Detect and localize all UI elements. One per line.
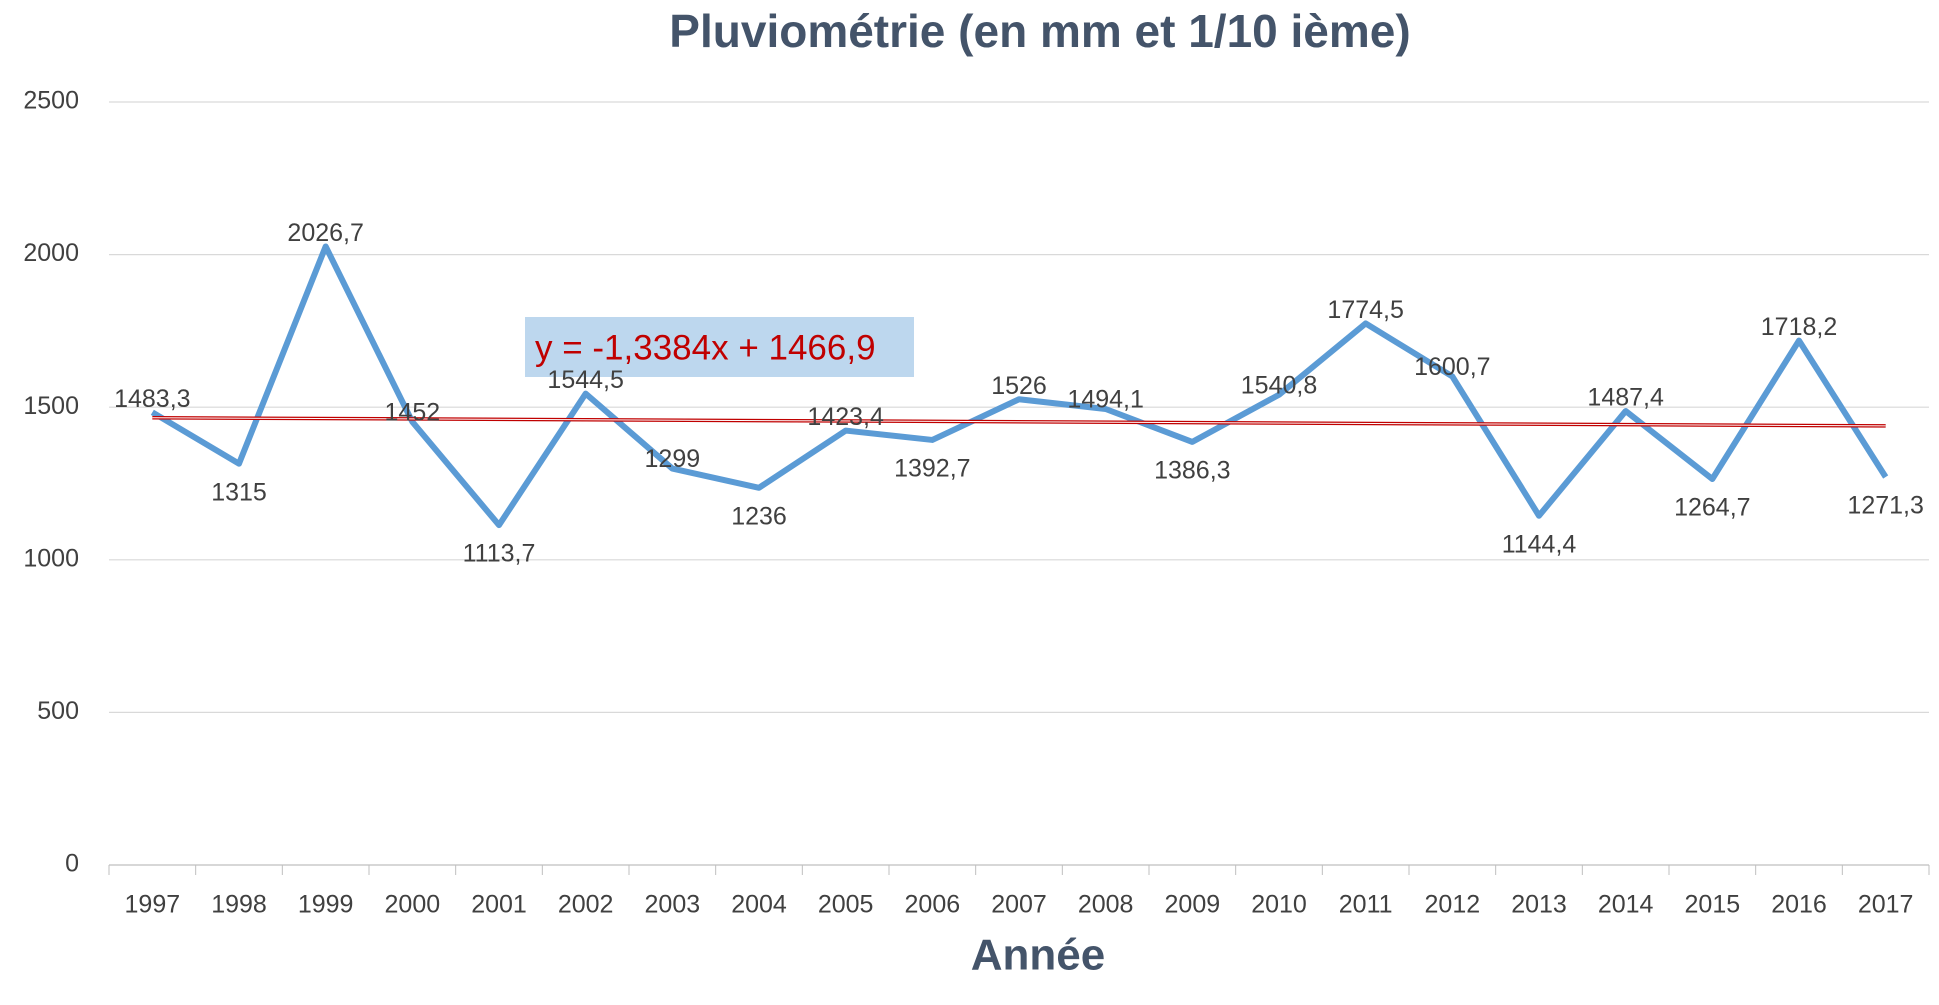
x-tick-label: 2015 bbox=[1685, 891, 1741, 919]
data-label: 1113,7 bbox=[463, 540, 536, 568]
data-label: 1544,5 bbox=[547, 366, 623, 394]
data-label: 1526 bbox=[991, 372, 1047, 400]
y-tick-label: 0 bbox=[65, 850, 79, 878]
x-tick-label: 2000 bbox=[385, 891, 441, 919]
x-tick-label: 2003 bbox=[645, 891, 701, 919]
data-label: 1386,3 bbox=[1154, 457, 1230, 485]
x-axis-label: Année bbox=[971, 931, 1105, 980]
y-tick-label: 2500 bbox=[23, 87, 79, 115]
data-label: 1144,4 bbox=[1502, 530, 1577, 558]
data-label: 1423,4 bbox=[807, 403, 884, 431]
data-label: 1236 bbox=[731, 502, 787, 530]
x-tick-label: 2009 bbox=[1165, 891, 1221, 919]
x-tick-label: 2016 bbox=[1771, 891, 1827, 919]
data-label: 1392,7 bbox=[894, 455, 970, 483]
data-label: 1271,3 bbox=[1847, 492, 1923, 520]
x-tick-label: 2017 bbox=[1858, 891, 1914, 919]
data-label: 1494,1 bbox=[1067, 386, 1143, 414]
trend-label: y = -1,3384x + 1466,9 bbox=[535, 328, 876, 367]
data-label: 1774,5 bbox=[1327, 296, 1403, 324]
y-tick-label: 1000 bbox=[23, 544, 79, 572]
trend-label-box bbox=[525, 317, 914, 377]
x-tick-label: 2001 bbox=[471, 891, 527, 919]
y-tick-label: 1500 bbox=[23, 392, 79, 420]
trendline-inner bbox=[152, 417, 1886, 427]
x-tick-label: 2008 bbox=[1078, 891, 1134, 919]
x-tick-label: 2011 bbox=[1339, 891, 1393, 919]
x-tick-label: 1997 bbox=[125, 891, 181, 919]
data-label: 1487,4 bbox=[1587, 384, 1664, 412]
data-label: 1264,7 bbox=[1674, 494, 1750, 522]
y-tick-label: 2000 bbox=[23, 239, 79, 267]
data-label: 1483,3 bbox=[114, 385, 190, 413]
data-label: 2026,7 bbox=[287, 219, 363, 247]
x-tick-label: 2012 bbox=[1425, 891, 1481, 919]
x-tick-label: 2006 bbox=[905, 891, 961, 919]
chart-title: Pluviométrie (en mm et 1/10 ième) bbox=[669, 5, 1410, 57]
x-tick-label: 2010 bbox=[1251, 891, 1307, 919]
x-tick-label: 2014 bbox=[1598, 891, 1654, 919]
data-label: 1452 bbox=[385, 398, 441, 426]
x-tick-label: 2013 bbox=[1511, 891, 1567, 919]
data-label: 1315 bbox=[211, 478, 267, 506]
data-label: 1540,8 bbox=[1241, 371, 1317, 399]
data-line bbox=[150, 243, 1889, 529]
x-tick-label: 2002 bbox=[558, 891, 614, 919]
x-tick-label: 2004 bbox=[731, 891, 787, 919]
x-tick-label: 1998 bbox=[211, 891, 267, 919]
x-tick-label: 2007 bbox=[991, 891, 1047, 919]
y-tick-label: 500 bbox=[37, 697, 79, 725]
x-tick-label: 1999 bbox=[298, 891, 354, 919]
x-tick-label: 2005 bbox=[818, 891, 874, 919]
data-label: 1299 bbox=[645, 445, 701, 473]
data-label: 1718,2 bbox=[1761, 313, 1837, 341]
data-label: 1600,7 bbox=[1414, 353, 1490, 381]
